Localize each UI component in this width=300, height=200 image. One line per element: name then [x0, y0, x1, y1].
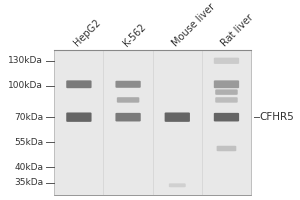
- FancyBboxPatch shape: [214, 80, 239, 88]
- FancyBboxPatch shape: [165, 112, 190, 122]
- FancyBboxPatch shape: [116, 113, 141, 121]
- FancyBboxPatch shape: [217, 146, 236, 151]
- Text: 130kDa: 130kDa: [8, 56, 43, 65]
- FancyBboxPatch shape: [116, 81, 141, 88]
- FancyBboxPatch shape: [169, 183, 186, 187]
- FancyBboxPatch shape: [66, 80, 92, 88]
- Text: Rat liver: Rat liver: [219, 12, 255, 48]
- FancyBboxPatch shape: [215, 89, 238, 95]
- Text: HepG2: HepG2: [72, 18, 103, 48]
- Text: K-562: K-562: [121, 22, 148, 48]
- FancyBboxPatch shape: [214, 113, 239, 121]
- Bar: [54, 50, 251, 195]
- Text: 55kDa: 55kDa: [14, 138, 43, 147]
- Text: CFHR5: CFHR5: [260, 112, 294, 122]
- FancyBboxPatch shape: [214, 58, 239, 64]
- Text: 35kDa: 35kDa: [14, 178, 43, 187]
- FancyBboxPatch shape: [117, 97, 139, 103]
- Text: 70kDa: 70kDa: [14, 113, 43, 122]
- Text: 40kDa: 40kDa: [14, 163, 43, 172]
- Text: Mouse liver: Mouse liver: [170, 1, 217, 48]
- FancyBboxPatch shape: [66, 112, 92, 122]
- FancyBboxPatch shape: [215, 97, 238, 103]
- Text: 100kDa: 100kDa: [8, 81, 43, 90]
